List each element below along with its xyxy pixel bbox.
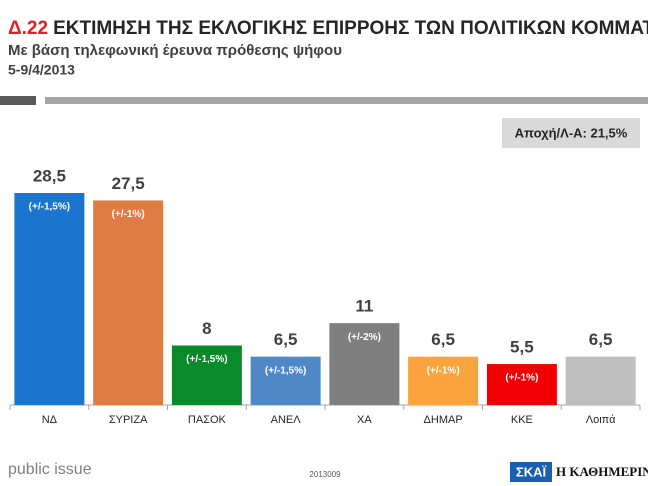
x-tick-label: ΚΚΕ [511, 414, 533, 426]
date: 5-9/4/2013 [8, 62, 75, 78]
subtitle: Με βάση τηλεφωνική έρευνα πρόθεσης ψήφου [8, 42, 342, 59]
value-label: 27,5 [112, 174, 145, 193]
x-tick-label: ΔΗΜΑΡ [424, 414, 463, 426]
title-number: Δ.22 [8, 18, 48, 39]
logo-1: ΣΚΑΪ [516, 464, 547, 479]
annotation: Αποχή/Λ-Α: 21,5% [515, 125, 628, 140]
annotation-box [502, 118, 640, 148]
x-tick-label: ΣΥΡΙΖΑ [109, 414, 148, 426]
bar [486, 364, 557, 405]
bar [408, 356, 479, 405]
value-label: 5,5 [510, 338, 534, 357]
x-tick-label: ΑΝΕΛ [271, 414, 302, 426]
x-tick-label: ΠΑΣΟΚ [188, 414, 227, 426]
error-label: (+/-1%) [505, 373, 538, 384]
x-tick-label: ΝΔ [42, 414, 58, 426]
brand: public issue [8, 461, 92, 478]
bar [250, 356, 321, 405]
error-label: (+/-1,5%) [29, 202, 70, 213]
value-label: 11 [355, 297, 373, 316]
bar [93, 200, 164, 405]
value-label: 28,5 [33, 166, 66, 185]
value-label: 6,5 [274, 330, 298, 349]
bar [171, 345, 242, 405]
value-label: 6,5 [431, 330, 455, 349]
x-tick-label: Λοιπά [586, 414, 616, 426]
logo-2: Η ΚΑΘΗΜΕΡΙΝΗ [556, 464, 648, 479]
error-label: (+/-1%) [427, 365, 460, 376]
value-label: 8 [202, 319, 211, 338]
value-label: 6,5 [589, 330, 613, 349]
divider-dark [0, 96, 36, 105]
divider-light [45, 97, 648, 104]
error-label: (+/-1,5%) [186, 354, 227, 365]
code: 2013009 [309, 470, 341, 479]
error-label: (+/-1%) [112, 209, 145, 220]
bar [329, 323, 400, 405]
error-label: (+/-1,5%) [265, 365, 306, 376]
error-label: (+/-2%) [348, 332, 381, 343]
title: Δ.22 ΕΚΤΙΜΗΣΗ ΤΗΣ ΕΚΛΟΓΙΚΗΣ ΕΠΙΡΡΟΗΣ ΤΩΝ … [8, 18, 648, 39]
bar [565, 356, 636, 405]
x-tick-label: ΧΑ [357, 414, 372, 426]
logo-box [510, 462, 552, 482]
bar [14, 193, 85, 405]
title-text: ΕΚΤΙΜΗΣΗ ΤΗΣ ΕΚΛΟΓΙΚΗΣ ΕΠΙΡΡΟΗΣ ΤΩΝ ΠΟΛΙ… [53, 18, 648, 39]
